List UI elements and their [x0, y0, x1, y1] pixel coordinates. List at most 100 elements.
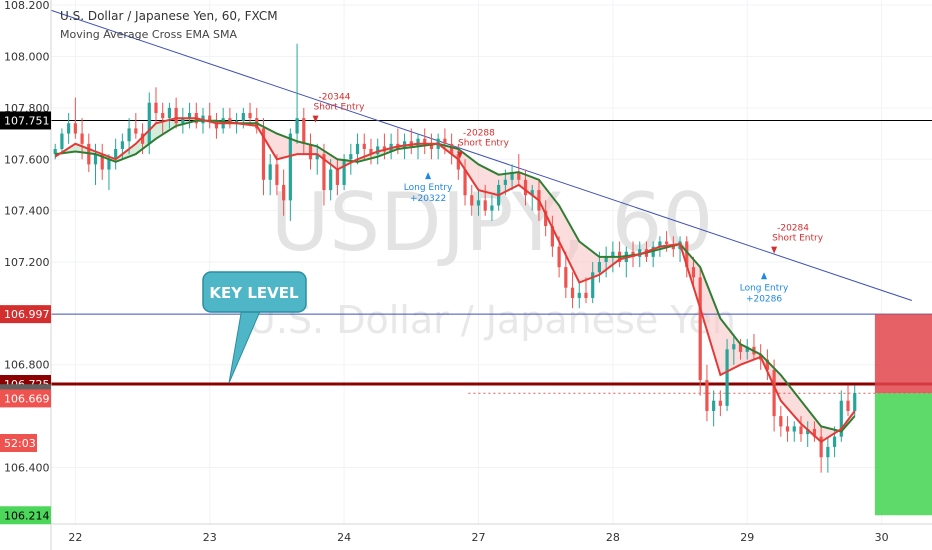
ma-fill-segment: [579, 241, 600, 283]
candle-body: [302, 118, 306, 144]
candle-body: [570, 287, 575, 298]
candle-body: [100, 154, 104, 170]
badge-trendline-level-label: 106.997: [4, 308, 50, 321]
candle-body: [792, 426, 796, 432]
price-tick-label: 106.400: [4, 461, 50, 474]
countdown-label: 52:03: [4, 437, 36, 450]
candle-body: [503, 179, 507, 185]
time-tick-label: 30: [875, 531, 889, 544]
short-signal-value: -20288: [463, 129, 495, 139]
candle-body: [853, 393, 857, 411]
candle-body: [550, 226, 554, 247]
time-tick-label: 24: [337, 531, 351, 544]
ma-fill-segment: [780, 375, 801, 424]
price-axis[interactable]: 108.200108.000107.800107.600107.400107.2…: [4, 0, 50, 474]
candle-body: [154, 102, 158, 114]
ema-line: [54, 117, 856, 444]
candle-body: [712, 400, 716, 411]
price-tick-label: 108.200: [4, 0, 50, 12]
time-tick-label: 27: [471, 531, 485, 544]
candle-body: [53, 148, 57, 155]
candle-body: [530, 190, 534, 196]
long-signal-label: Long Entry: [740, 283, 789, 293]
badge-108-000-level: [0, 111, 51, 130]
candle-body: [819, 436, 823, 458]
candle-body: [322, 154, 326, 191]
long-signal-arrow: [761, 272, 768, 280]
candle-body: [114, 148, 118, 160]
candle-body: [181, 118, 185, 124]
ma-fill-segment: [297, 141, 318, 155]
candle-body: [779, 416, 783, 427]
price-tick-label: 107.200: [4, 256, 50, 269]
candle-body: [745, 346, 749, 352]
candle-body: [826, 446, 830, 458]
candle-body: [658, 241, 662, 247]
candle-body: [228, 118, 232, 124]
candle-body: [423, 138, 427, 144]
grid-lines: [51, 0, 932, 524]
watermark-name: U.S. Dollar / Japanese Yen: [248, 298, 736, 342]
candle-body: [282, 184, 286, 201]
candle-body: [799, 426, 803, 435]
candle-body: [235, 120, 239, 124]
candle-body: [288, 133, 292, 201]
ma-fill-segment: [498, 172, 519, 196]
short-signal-arrow: [457, 151, 464, 159]
candle-body: [443, 138, 447, 144]
candle-body: [523, 179, 528, 196]
long-signal-label: Long Entry: [404, 183, 453, 193]
candle-body: [355, 143, 360, 155]
time-tick-label: 22: [68, 531, 82, 544]
candle-body: [329, 169, 333, 191]
candle-body: [268, 164, 272, 180]
short-signal-label: Short Entry: [314, 103, 366, 113]
countdown-badge: 52:03: [0, 434, 37, 452]
candle-body: [705, 380, 709, 411]
candle-body: [214, 120, 219, 129]
price-tick-label: 106.800: [4, 359, 50, 372]
candle-body: [718, 400, 722, 406]
candle-body: [812, 428, 817, 437]
candle-body: [107, 159, 111, 170]
candle-body: [241, 113, 245, 121]
short-signal-arrow: [771, 246, 778, 254]
candle-body: [832, 436, 837, 447]
candle-body: [732, 344, 736, 350]
candle-body: [261, 128, 266, 180]
candle-body: [846, 400, 850, 411]
callout-box: [202, 271, 307, 313]
candle-body: [698, 277, 702, 381]
time-axis[interactable]: 22 23 24 27 28 29 30: [68, 531, 888, 544]
price-tick-label: 107.600: [4, 153, 50, 166]
candle-body: [470, 195, 474, 206]
candle-body: [772, 369, 776, 417]
candle-body: [349, 154, 353, 160]
short-signal-label: Short Entry: [772, 234, 824, 244]
candle-body: [80, 133, 84, 144]
candle-body: [456, 154, 460, 170]
badge-target-level-label: 106.214: [4, 509, 50, 522]
long-signal-arrow: [425, 172, 432, 180]
candle-body: [611, 251, 615, 257]
candle-body: [665, 241, 669, 245]
key-level-callout[interactable]: KEY LEVEL: [202, 271, 307, 384]
candle-body: [208, 115, 212, 121]
candle-body: [369, 148, 373, 155]
position-box[interactable]: [874, 314, 932, 516]
candle-body: [584, 292, 588, 298]
ma-fill-segment: [135, 123, 156, 155]
ma-fill-segment: [317, 146, 338, 170]
candle-body: [308, 143, 313, 160]
candle-body: [604, 256, 608, 262]
ma-fill-segment: [458, 148, 479, 191]
price-tick-label: 108.000: [4, 51, 50, 64]
downtrend-line[interactable]: [50, 9, 913, 302]
candle-body: [517, 172, 521, 180]
candle-body: [161, 113, 165, 119]
candle-body: [691, 267, 696, 278]
candle-body: [839, 400, 843, 437]
badge-ema-value: [0, 389, 51, 408]
candle-body: [315, 154, 319, 160]
